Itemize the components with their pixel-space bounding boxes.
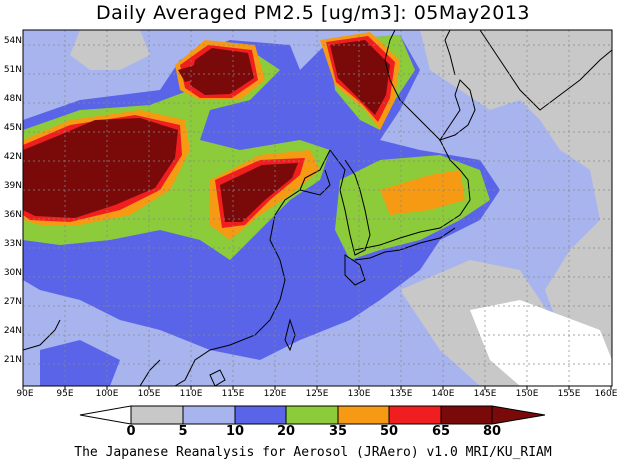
coastline-hainan — [209, 369, 226, 386]
coastline-kyushu — [344, 254, 366, 286]
lon-label-145e: 145E — [473, 389, 497, 399]
coastline-bay-bengal — [23, 319, 61, 351]
colorbar-segment-8 — [491, 405, 546, 425]
lon-label-140e: 140E — [431, 389, 455, 399]
orange-region-japan — [380, 170, 465, 215]
lat-label-39n: 39N — [3, 181, 22, 191]
lat-label-54n: 54N — [3, 36, 22, 46]
darkred-region-west — [23, 118, 178, 218]
coastline-russia-east — [479, 30, 612, 111]
lon-label-160e: 160E — [594, 389, 618, 399]
colorbar-segment-7 — [440, 405, 493, 425]
colorbar-label-65: 65 — [431, 424, 451, 439]
lat-label-45n: 45N — [3, 123, 22, 133]
coastline-korea — [329, 149, 371, 256]
coastline-sakhalin — [444, 30, 456, 76]
coastline-taiwan — [284, 318, 296, 352]
coastline-russia — [384, 30, 441, 141]
colorbar-segment-2 — [182, 405, 236, 425]
colorbar-segment-5 — [337, 405, 390, 425]
colorbar-label-20: 20 — [276, 424, 296, 439]
colorbar-label-5: 5 — [178, 424, 188, 439]
darkred-region-north — [190, 48, 254, 95]
lon-label-125e: 125E — [305, 389, 329, 399]
lon-label-100e: 100E — [95, 389, 119, 399]
colorbar-label-50: 50 — [379, 424, 399, 439]
lat-label-42n: 42N — [3, 152, 22, 162]
lon-label-150e: 150E — [515, 389, 539, 399]
lon-label-105e: 105E — [137, 389, 161, 399]
grey-region-northeast — [420, 30, 520, 110]
colorbar-label-80: 80 — [482, 424, 502, 439]
colorbar-segment-6 — [388, 405, 442, 425]
lon-label-90e: 90E — [16, 389, 34, 399]
lat-label-48n: 48N — [3, 94, 22, 104]
tick-marks — [22, 386, 612, 390]
lon-label-110e: 110E — [179, 389, 203, 399]
lon-label-155e: 155E — [557, 389, 581, 399]
colorbar — [79, 405, 546, 425]
colorbar-segment-0 — [79, 405, 132, 425]
graticule — [23, 30, 612, 386]
coastline-japan-south — [354, 227, 456, 261]
credit-line: The Japanese Reanalysis for Aerosol (JRA… — [74, 445, 552, 460]
lat-label-24n: 24N — [3, 326, 22, 336]
lon-label-95e: 95E — [56, 389, 74, 399]
colorbar-label-35: 35 — [328, 424, 348, 439]
colorbar-segment-4 — [285, 405, 339, 425]
map-title: Daily Averaged PM2.5 [ug/m3]: 05May2013 — [95, 2, 531, 24]
grey-region-east — [520, 30, 612, 350]
blue-region-south — [40, 340, 120, 386]
colorbar-segment-1 — [130, 405, 184, 425]
coastline-japan-honshu — [354, 139, 471, 251]
lat-label-51n: 51N — [3, 65, 22, 75]
grey-region-north — [70, 30, 150, 70]
colorbar-label-10: 10 — [225, 424, 245, 439]
lon-label-130e: 130E — [347, 389, 371, 399]
lat-label-21n: 21N — [3, 355, 22, 365]
lon-label-115e: 115E — [221, 389, 245, 399]
white-region-southeast — [470, 300, 612, 386]
coastline-southeast-asia — [139, 359, 161, 386]
colorbar-label-0: 0 — [126, 424, 136, 439]
lon-label-120e: 120E — [263, 389, 287, 399]
coastlines — [23, 30, 612, 386]
darkred-region-northeast — [330, 40, 390, 115]
lat-label-27n: 27N — [3, 297, 22, 307]
coastline-china — [174, 149, 331, 386]
lon-label-135e: 135E — [389, 389, 413, 399]
lat-label-33n: 33N — [3, 239, 22, 249]
darkred-region-north-small — [178, 65, 200, 82]
colorbar-segment-3 — [234, 405, 287, 425]
coastline-hokkaido — [438, 79, 476, 141]
lat-label-36n: 36N — [3, 210, 22, 220]
darkred-region-center — [220, 163, 298, 222]
lat-label-30n: 30N — [3, 268, 22, 278]
